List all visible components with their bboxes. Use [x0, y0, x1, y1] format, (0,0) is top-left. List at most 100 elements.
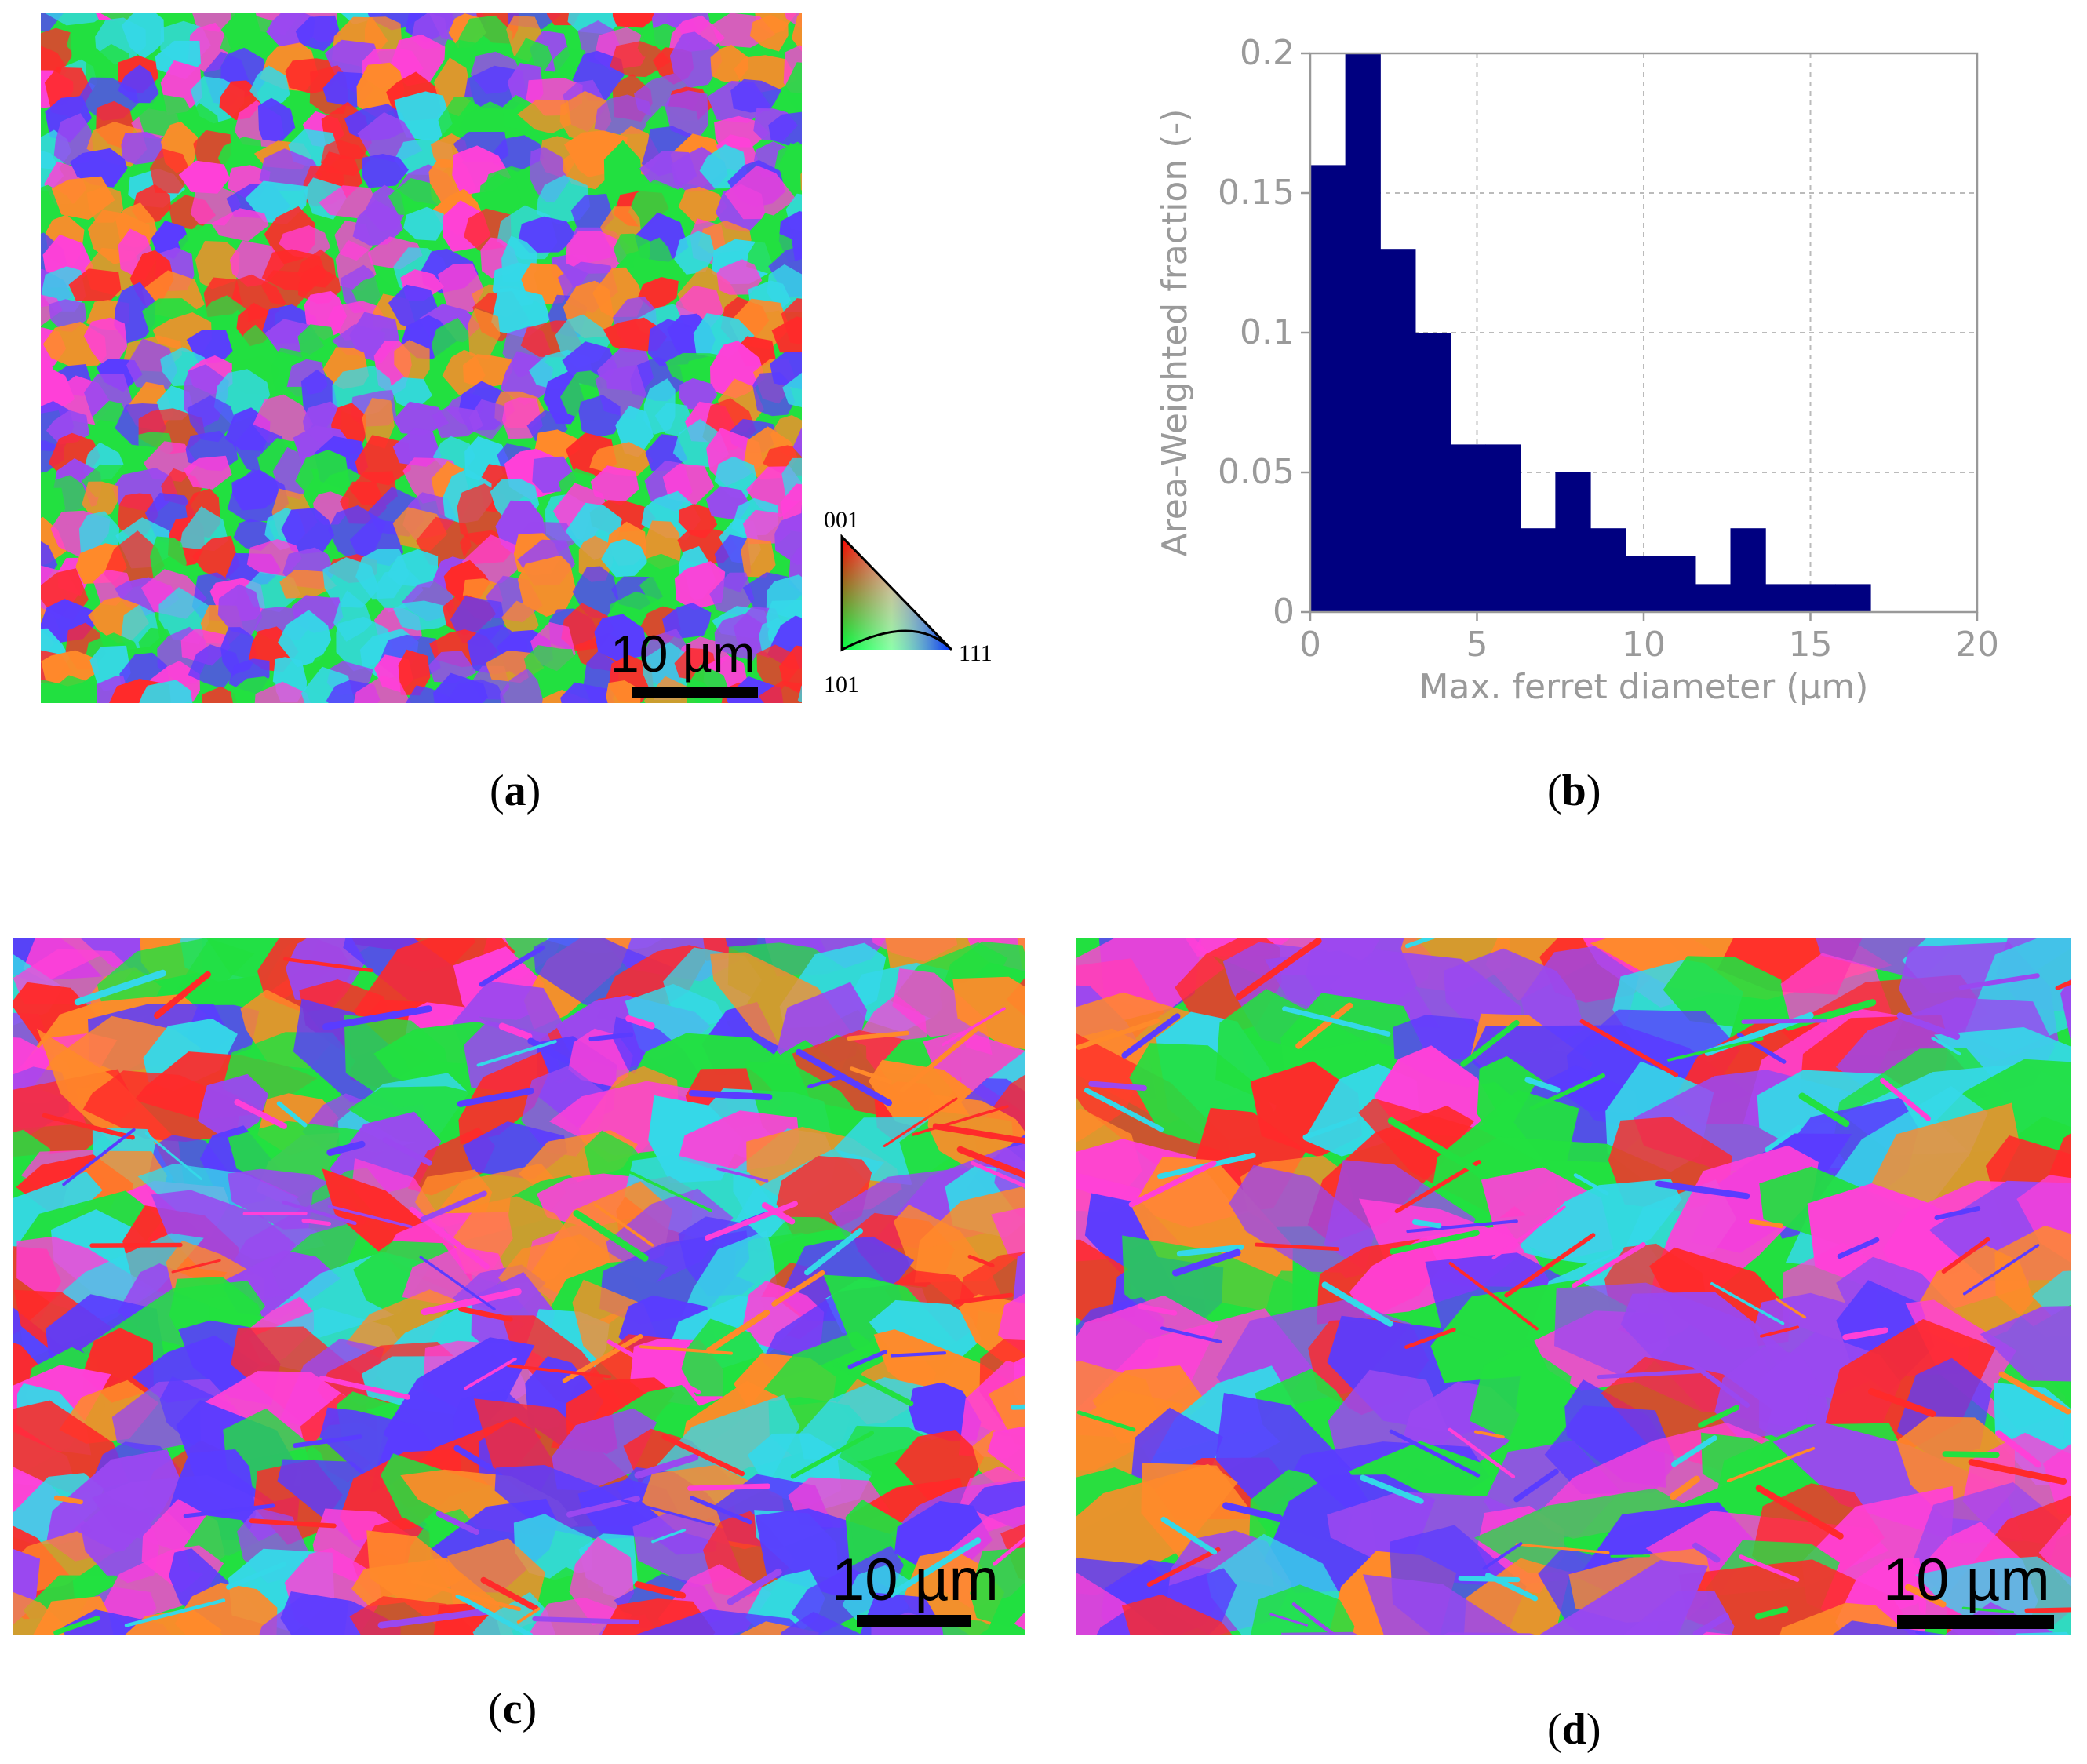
twin-lamella — [689, 1090, 773, 1101]
twin-lamella — [455, 1593, 534, 1635]
grain — [988, 1375, 1025, 1445]
twin-lamella — [1448, 1262, 1539, 1331]
twin-lamella — [507, 1364, 611, 1379]
grain — [295, 15, 341, 52]
twin-lamella — [419, 1256, 496, 1311]
twin-lamella — [573, 1210, 649, 1262]
twin-lamella — [1137, 1303, 1178, 1316]
twin-lamella — [1076, 1018, 1160, 1050]
ipf-label-111: 111 — [959, 640, 993, 666]
grain — [768, 111, 802, 148]
grain — [523, 645, 581, 694]
twin-lamella — [420, 1190, 487, 1223]
twin-lamella — [234, 1099, 287, 1129]
grain — [249, 65, 290, 109]
twin-lamella — [1295, 1002, 1353, 1049]
twin-lamella — [1222, 1502, 1283, 1522]
twin-lamella — [1655, 1180, 1750, 1200]
grain — [46, 675, 112, 703]
caption-a: (a) — [490, 767, 541, 815]
grain — [392, 428, 442, 467]
grain — [767, 264, 802, 313]
twin-lamella — [249, 1518, 337, 1529]
grain — [632, 237, 676, 287]
grain — [468, 399, 507, 440]
twin-lamella — [453, 1445, 494, 1471]
grain — [517, 99, 571, 134]
twin-lamella — [183, 1503, 275, 1518]
twin-lamella — [932, 1123, 1025, 1145]
twin-lamella — [593, 1203, 654, 1247]
twin-lamella — [1404, 1328, 1456, 1349]
twin-lamella — [832, 1361, 914, 1407]
twin-lamella — [527, 1037, 570, 1064]
twin-lamella — [1088, 1081, 1147, 1092]
grain — [987, 1426, 1025, 1478]
x-tick-label: 10 — [1622, 625, 1666, 665]
x-tick-label: 5 — [1466, 625, 1488, 665]
grain — [991, 1207, 1025, 1263]
y-tick-label: 0 — [1273, 592, 1295, 632]
twin-lamella — [410, 1579, 521, 1612]
twin-lamella — [1513, 1468, 1559, 1503]
twin-lamella — [847, 1349, 888, 1369]
scale-bar-a — [632, 687, 758, 698]
grain — [217, 584, 263, 636]
twin-lamella — [1394, 1160, 1481, 1214]
twin-lamella — [1235, 938, 1322, 1000]
grain — [797, 685, 802, 703]
twin-lamella — [1491, 1205, 1566, 1260]
grain — [752, 372, 796, 417]
grain — [665, 90, 708, 137]
twin-lamella — [1387, 1117, 1489, 1179]
twin-lamella — [283, 957, 373, 972]
grain — [782, 372, 802, 408]
twin-lamella — [74, 969, 167, 1006]
ebsd-grain-image-d — [1076, 938, 2071, 1635]
grain — [552, 1408, 657, 1491]
twin-lamella — [1302, 1117, 1358, 1140]
twin-lamella — [226, 1562, 287, 1590]
grain — [570, 193, 614, 232]
grain — [669, 31, 723, 88]
y-tick-label: 0.15 — [1218, 173, 1295, 213]
twin-lamella — [1842, 1327, 1888, 1341]
twin-lamella — [1269, 1613, 1309, 1627]
twin-lamella — [804, 1227, 863, 1276]
twin-lamella — [1942, 1451, 2000, 1459]
twin-lamella — [154, 971, 211, 1019]
histogram-bar — [1310, 165, 1346, 612]
twin-lamella — [1962, 1244, 2040, 1296]
grain — [654, 403, 694, 436]
twin-lamella — [1529, 1073, 1606, 1111]
grain — [578, 395, 621, 439]
grain — [501, 600, 539, 639]
twin-lamella — [1573, 1173, 1609, 1196]
grain — [319, 185, 377, 219]
twin-lamella — [941, 1007, 1006, 1047]
twin-lamella — [1915, 1630, 1935, 1635]
twin-lamella — [588, 1032, 634, 1042]
twin-lamella — [1404, 938, 1436, 949]
grain — [730, 78, 781, 113]
twin-lamella — [53, 1495, 83, 1505]
twin-lamella — [1160, 1326, 1222, 1344]
grain — [468, 308, 501, 359]
twin-lamella — [883, 1097, 958, 1147]
grain — [594, 614, 646, 662]
grain — [603, 140, 642, 201]
grain — [139, 680, 193, 703]
twin-lamella — [1968, 1459, 2067, 1485]
twin-lamella — [1739, 1554, 1800, 1582]
twin-lamella — [1121, 1013, 1181, 1059]
grain — [612, 13, 659, 28]
twin-lamella — [1896, 1012, 1961, 1041]
twin-lamella — [1995, 1430, 2041, 1468]
twin-lamella — [1572, 1242, 1646, 1288]
grain — [1980, 1306, 2071, 1382]
grain — [394, 91, 453, 141]
grain — [202, 686, 237, 703]
grain — [563, 148, 611, 190]
twin-lamella — [1255, 1242, 1339, 1252]
grain — [749, 14, 789, 52]
